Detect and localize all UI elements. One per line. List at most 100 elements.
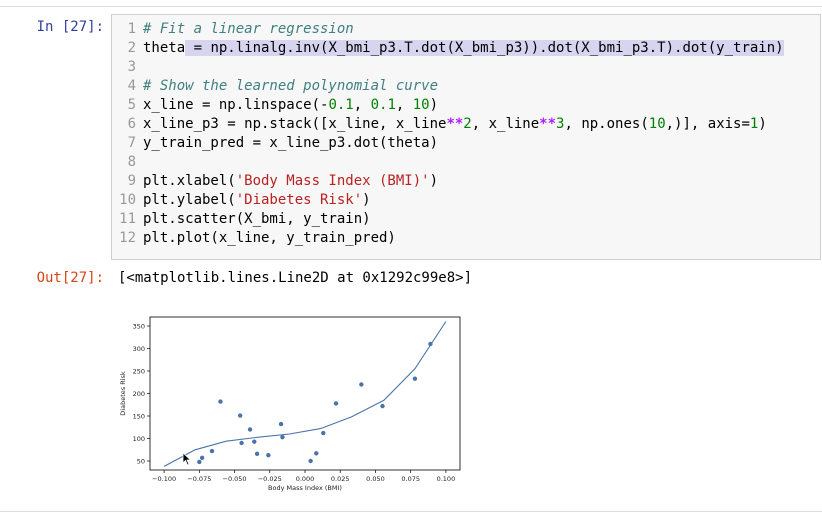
code-token: plt.plot(x_line, y_train_pred) bbox=[143, 230, 396, 246]
y-tick-label: 300 bbox=[133, 345, 145, 353]
mouse-cursor-icon bbox=[182, 452, 192, 466]
line-number: 5 bbox=[127, 97, 136, 113]
y-tick-label: 250 bbox=[133, 367, 145, 375]
line-number: 3 bbox=[127, 59, 136, 75]
scatter-point bbox=[254, 451, 260, 456]
code-line[interactable]: 2 theta = np.linalg.inv(X_bmi_p3.T.dot(X_… bbox=[112, 39, 784, 58]
code-token: x_line_p3 = np.stack([x_line, x_line bbox=[143, 116, 447, 132]
output-text: [<matplotlib.lines.Line2D at 0x1292c99e8… bbox=[118, 270, 473, 286]
code-token: 0.1 bbox=[328, 97, 354, 113]
y-tick-label: 50 bbox=[137, 457, 145, 465]
code-token: plt.scatter(X_bmi, y_train) bbox=[143, 211, 371, 227]
code-line[interactable]: 6 x_line_p3 = np.stack([x_line, x_line**2… bbox=[112, 115, 767, 134]
line-number: 6 bbox=[127, 116, 136, 132]
code-line[interactable]: 9 plt.xlabel('Body Mass Index (BMI)') bbox=[112, 172, 438, 191]
line-number: 1 bbox=[127, 21, 136, 37]
scatter-point bbox=[412, 376, 418, 381]
scatter-point bbox=[247, 427, 253, 432]
scatter-point bbox=[321, 430, 326, 436]
x-axis-label: Body Mass Index (BMI) bbox=[268, 484, 342, 492]
code-token: , np.ones( bbox=[564, 116, 649, 132]
scatter-point bbox=[218, 399, 223, 404]
code-line[interactable]: 5 x_line = np.linspace(-0.1, 0.1, 10) bbox=[112, 96, 438, 115]
code-token: ,)], axis= bbox=[665, 116, 750, 132]
code-token: ) bbox=[429, 173, 439, 189]
code-token: ** bbox=[446, 116, 464, 132]
cell-bottom-divider bbox=[0, 511, 822, 512]
code-token: = np.linalg.inv(X_bmi_p3.T.dot(X_bmi_p3)… bbox=[185, 40, 784, 56]
code-token: theta bbox=[143, 40, 186, 56]
scatter-point bbox=[280, 434, 285, 440]
line-number: 8 bbox=[127, 154, 136, 170]
code-token: plt.ylabel( bbox=[143, 192, 236, 208]
scatter-point bbox=[308, 458, 313, 464]
code-token: ) bbox=[758, 116, 767, 132]
y-tick-label: 350 bbox=[133, 322, 145, 330]
code-token: x_line = np.linspace(- bbox=[143, 97, 329, 113]
scatter-point bbox=[252, 439, 257, 444]
code-line[interactable]: 10 plt.ylabel('Diabetes Risk') bbox=[112, 191, 371, 210]
cell-top-divider bbox=[0, 6, 822, 7]
code-token: 'Diabetes Risk' bbox=[235, 192, 363, 208]
x-tick-label: −0.025 bbox=[258, 475, 282, 483]
scatter-point bbox=[359, 382, 364, 387]
x-tick-label: −0.050 bbox=[223, 475, 247, 483]
line-number: 12 bbox=[119, 230, 136, 246]
scatter-plot-figure: −0.100 −0.075 −0.050 −0.025 0.000 0.025 0.050 0… bbox=[119, 316, 461, 492]
scatter-point bbox=[278, 421, 284, 427]
x-tick-label: 0.075 bbox=[401, 475, 420, 483]
code-token: 10 bbox=[648, 116, 666, 132]
code-token: 'Body Mass Index (BMI)' bbox=[235, 173, 430, 189]
scatter-point bbox=[239, 440, 244, 446]
line-number: 4 bbox=[127, 78, 136, 94]
scatter-point bbox=[266, 452, 271, 458]
scatter-point bbox=[197, 459, 202, 465]
code-line[interactable]: 7 y_train_pred = x_line_p3.dot(theta) bbox=[112, 134, 438, 153]
scatter-point bbox=[237, 413, 243, 418]
code-token: # Fit a linear regression bbox=[143, 21, 354, 37]
input-prompt: In [27]: bbox=[36, 19, 104, 35]
code-token: , bbox=[353, 97, 371, 113]
x-tick-label: 0.025 bbox=[331, 475, 350, 483]
x-tick-label: 0.050 bbox=[366, 475, 385, 483]
code-line[interactable]: 8 bbox=[112, 153, 143, 172]
line-number: 11 bbox=[119, 211, 136, 227]
code-token: ) bbox=[362, 192, 371, 208]
code-token: plt.xlabel( bbox=[143, 173, 236, 189]
code-token: 3 bbox=[556, 116, 565, 132]
code-line[interactable]: 12 plt.plot(x_line, y_train_pred) bbox=[112, 229, 396, 248]
code-line[interactable]: 3 bbox=[112, 58, 143, 77]
code-line[interactable]: 1 # Fit a linear regression bbox=[112, 20, 354, 39]
y-tick-label: 100 bbox=[133, 435, 145, 443]
plot-area-frame bbox=[149, 316, 461, 471]
scatter-point bbox=[380, 403, 385, 409]
code-token: 0.1 bbox=[370, 97, 396, 113]
line-number: 10 bbox=[119, 192, 136, 208]
code-token: ) bbox=[429, 97, 439, 113]
x-tick-label: 0.000 bbox=[296, 475, 315, 483]
code-token: y_train_pred = x_line_p3.dot(theta) bbox=[143, 135, 439, 151]
code-token: ** bbox=[539, 116, 557, 132]
code-token: 2 bbox=[463, 116, 472, 132]
scatter-point bbox=[314, 451, 319, 456]
y-tick-label: 150 bbox=[133, 412, 145, 420]
code-token: , x_line bbox=[471, 116, 540, 132]
output-prompt: Out[27]: bbox=[36, 270, 104, 286]
y-axis-label: Diabetes Risk bbox=[119, 371, 127, 416]
scatter-point bbox=[428, 341, 433, 347]
x-tick-label: −0.100 bbox=[152, 475, 176, 483]
scatter-point bbox=[199, 455, 205, 461]
line-number: 7 bbox=[127, 135, 136, 151]
code-token: 1 bbox=[749, 116, 759, 132]
code-token: , bbox=[395, 97, 413, 113]
line-number: 9 bbox=[127, 173, 136, 189]
scatter-point bbox=[209, 448, 215, 454]
line-number: 2 bbox=[127, 40, 136, 56]
code-editor[interactable]: 1 # Fit a linear regression 2 theta = np.li… bbox=[111, 14, 821, 260]
fitted-curve-line bbox=[163, 321, 447, 467]
x-tick-label: −0.075 bbox=[187, 475, 211, 483]
code-line[interactable]: 11 plt.scatter(X_bmi, y_train) bbox=[112, 210, 371, 229]
y-tick-label: 200 bbox=[133, 390, 145, 398]
code-token: # Show the learned polynomial curve bbox=[143, 78, 439, 94]
code-line[interactable]: 4 # Show the learned polynomial curve bbox=[112, 77, 438, 96]
